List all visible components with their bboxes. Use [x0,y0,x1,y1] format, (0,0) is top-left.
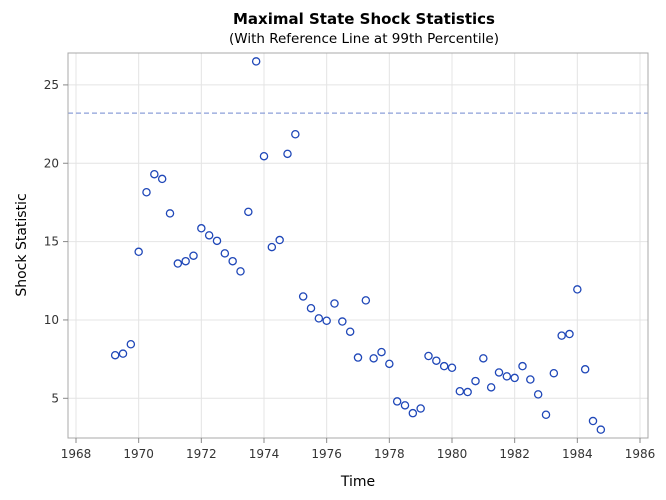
x-tick-label: 1976 [311,447,342,461]
data-point [502,372,512,381]
data-point [244,207,253,217]
data-point [142,187,151,197]
data-point [479,354,488,363]
data-point [463,387,472,397]
y-axis: 5 10 15 20 25 [44,78,68,405]
data-point [173,259,183,268]
y-tick-label: 15 [44,235,59,249]
data-point [400,401,410,410]
data-point [212,236,222,246]
x-tick-label: 1970 [123,447,154,461]
data-points [110,57,606,434]
data-point [259,151,269,161]
data-point [275,235,284,245]
data-point [424,351,433,361]
data-point [416,404,425,413]
data-point [197,224,206,233]
y-tick-label: 25 [44,78,59,92]
data-point [565,329,574,339]
data-point [134,247,143,257]
data-point [471,376,480,386]
data-point [526,375,535,384]
data-point [165,209,175,218]
data-point [110,350,120,360]
x-tick-label: 1982 [499,447,530,461]
data-point [118,349,128,358]
data-point [494,368,504,377]
x-tick-label: 1980 [437,447,468,461]
data-point [189,251,198,260]
data-point [251,57,261,66]
data-point [369,354,378,363]
chart-subtitle: (With Reference Line at 99th Percentile) [229,31,499,47]
data-point [588,416,598,426]
data-point [573,285,582,294]
data-point [557,331,566,340]
data-point [432,356,441,365]
data-point [345,327,355,336]
data-point [298,292,308,301]
data-point [533,390,543,399]
data-point [330,299,339,308]
x-tick-label: 1986 [625,447,656,461]
data-point [220,249,230,258]
data-point [510,373,519,383]
data-point [204,231,214,240]
chart-title: Maximal State Shock Statistics [233,10,495,28]
x-tick-label: 1978 [374,447,405,461]
data-point [228,256,237,266]
data-point [283,149,292,159]
data-point [181,256,190,266]
y-tick-label: 10 [44,313,59,327]
data-point [353,353,363,362]
data-point [385,359,394,369]
data-point [126,339,136,349]
data-point [322,316,331,325]
x-tick-label: 1984 [562,447,593,461]
data-point [157,174,167,184]
data-point [596,425,606,434]
data-point [361,296,371,305]
data-point [518,361,527,371]
plot-frame [67,52,649,439]
y-tick-label: 5 [51,391,59,405]
x-tick-label: 1972 [186,447,217,461]
y-tick-label: 20 [44,156,59,170]
x-tick-label: 1968 [61,447,92,461]
data-point [486,383,496,392]
data-point [236,267,245,276]
data-point [408,408,418,418]
data-point [306,303,316,313]
x-axis-label: Time [340,474,375,490]
y-axis-label: Shock Statistic [14,193,30,296]
data-point [447,363,457,372]
data-point [455,386,465,396]
data-point [338,317,347,326]
gridlines [68,53,648,438]
data-point [392,397,402,406]
data-point [314,314,324,323]
data-point [549,368,559,378]
data-point [377,347,386,357]
x-axis: 1968 1970 1972 1974 1976 1978 1980 1982 1984 1986 [61,438,656,461]
data-point [291,130,300,139]
data-point [150,169,159,179]
data-point [541,410,551,420]
data-point [267,242,277,252]
data-point [580,365,590,374]
data-point [439,361,449,371]
x-tick-label: 1974 [249,447,280,461]
